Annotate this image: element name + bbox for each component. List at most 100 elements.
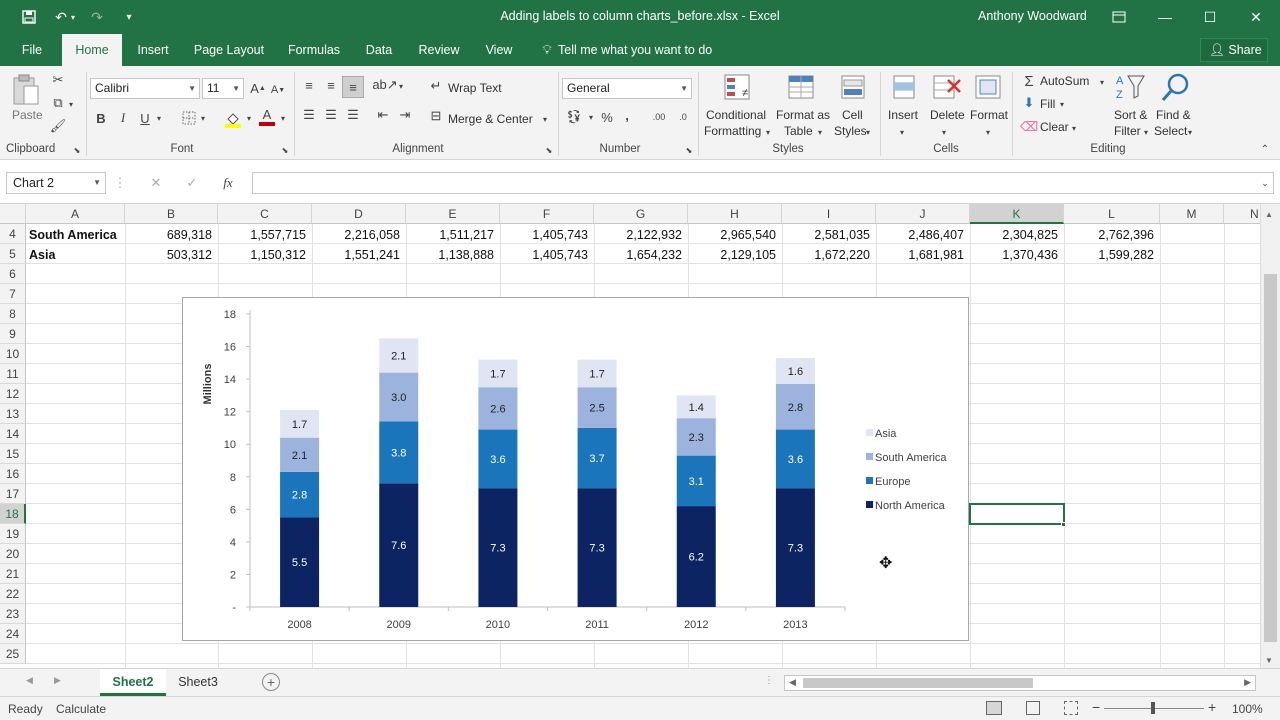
fill-down-icon[interactable]: ⬇ — [1023, 95, 1035, 110]
tab-page-layout[interactable]: Page Layout — [193, 43, 265, 57]
accounting-dropdown-icon[interactable]: ▾ — [588, 112, 593, 122]
accounting-format-icon[interactable]: 💱︎ — [565, 109, 583, 124]
row-header[interactable]: 22 — [0, 584, 26, 604]
borders-icon[interactable] — [180, 108, 198, 128]
number-launcher-icon[interactable]: ⬊ — [685, 145, 693, 155]
format-cells-icon[interactable] — [972, 72, 1004, 104]
align-center-icon[interactable]: ☰ — [325, 107, 337, 122]
active-cell[interactable] — [969, 503, 1065, 525]
zoom-level[interactable]: 100% — [1232, 702, 1263, 716]
find-select-label[interactable]: Find & — [1156, 108, 1191, 122]
cut-icon[interactable]: ✂ — [52, 72, 64, 87]
row-header[interactable]: 9 — [0, 324, 26, 344]
formula-input[interactable] — [252, 172, 1274, 194]
column-header[interactable]: J — [876, 204, 970, 224]
tab-insert[interactable]: Insert — [137, 43, 169, 57]
tab-file[interactable]: File — [21, 43, 43, 57]
fill-handle[interactable] — [1061, 522, 1066, 527]
delete-cells-icon[interactable] — [930, 72, 962, 104]
data-cell[interactable]: 2,129,105 — [720, 248, 776, 262]
cell-styles-label-2[interactable]: Styles — [834, 124, 867, 138]
select-all-corner[interactable] — [0, 204, 26, 224]
chevron-down-icon[interactable]: ▾ — [985, 127, 990, 137]
merge-center-icon[interactable]: ⊟ — [430, 108, 442, 123]
delete-cells-label[interactable]: Delete — [930, 108, 965, 122]
region-label[interactable]: South America — [29, 228, 117, 242]
insert-cells-icon[interactable] — [888, 72, 920, 104]
data-cell[interactable]: 2,122,932 — [626, 228, 682, 242]
enter-icon[interactable]: ✓ — [186, 175, 198, 190]
cancel-icon[interactable]: ✕ — [150, 175, 162, 190]
data-cell[interactable]: 2,581,035 — [814, 228, 870, 242]
decrease-decimal-icon[interactable]: .0 — [679, 112, 687, 122]
column-header[interactable]: B — [125, 204, 218, 224]
user-name[interactable]: Anthony Woodward — [978, 9, 1087, 23]
chevron-down-icon[interactable]: ▾ — [941, 127, 946, 137]
font-color-icon[interactable]: A — [258, 106, 276, 128]
data-cell[interactable]: 503,312 — [166, 248, 212, 262]
conditional-formatting-label[interactable]: Conditional — [706, 108, 767, 122]
wrap-text-button[interactable]: Wrap Text — [448, 81, 502, 95]
stacked-column-chart[interactable]: - 2 4 6 8 10 12 14 16 18 Millions 5.5 2.8 2.1 1.7 2008 7… — [182, 297, 969, 641]
chevron-down-icon[interactable]: ▾ — [1143, 127, 1148, 137]
row-header[interactable]: 19 — [0, 524, 26, 544]
paste-label[interactable]: Paste — [12, 108, 43, 122]
status-calculate[interactable]: Calculate — [56, 702, 107, 716]
underline-dropdown-icon[interactable]: ▾ — [156, 113, 161, 123]
column-header[interactable]: C — [218, 204, 312, 224]
row-header[interactable]: 5 — [0, 244, 26, 264]
conditional-formatting-label-2[interactable]: Formatting — [704, 124, 762, 138]
save-icon[interactable] — [18, 6, 40, 28]
normal-view-icon[interactable] — [986, 701, 1002, 715]
orientation-dropdown-icon[interactable]: ▾ — [398, 81, 403, 91]
prev-sheet-icon[interactable]: ◀ — [26, 675, 33, 685]
data-cell[interactable]: 1,551,241 — [344, 248, 400, 262]
chevron-down-icon[interactable]: ▾ — [899, 127, 904, 137]
font-color-dropdown-icon[interactable]: ▾ — [280, 113, 285, 123]
zoom-out-icon[interactable]: − — [1092, 699, 1101, 715]
format-as-table-label-2[interactable]: Table — [784, 124, 813, 138]
sheet-tab-sheet2[interactable]: Sheet2 — [100, 669, 166, 696]
insert-cells-label[interactable]: Insert — [888, 108, 919, 122]
tab-review[interactable]: Review — [418, 43, 460, 57]
increase-font-icon[interactable]: A ▲ — [250, 80, 266, 96]
data-cell[interactable]: 2,965,540 — [720, 228, 776, 242]
horizontal-scroll-thumb[interactable] — [803, 678, 1033, 688]
data-cell[interactable]: 2,486,407 — [908, 228, 964, 242]
row-header[interactable]: 6 — [0, 264, 26, 284]
paste-icon[interactable] — [10, 74, 42, 106]
row-header[interactable]: 25 — [0, 644, 26, 664]
scroll-right-icon[interactable]: ▶ — [1244, 677, 1251, 687]
clipboard-launcher-icon[interactable]: ⬊ — [73, 145, 81, 155]
increase-indent-icon[interactable]: ⇥ — [399, 107, 411, 122]
column-header[interactable]: I — [782, 204, 876, 224]
format-as-table-icon[interactable] — [786, 72, 818, 104]
align-bottom-icon[interactable]: ≡ — [342, 76, 364, 98]
column-header[interactable]: E — [406, 204, 500, 224]
data-cell[interactable]: 1,138,888 — [438, 248, 494, 262]
add-sheet-icon[interactable]: + — [262, 673, 280, 691]
copy-dropdown-icon[interactable]: ▾ — [68, 99, 73, 109]
horizontal-scrollbar[interactable]: ◀ ▶ — [784, 675, 1256, 691]
data-cell[interactable]: 1,150,312 — [250, 248, 306, 262]
row-header[interactable]: 12 — [0, 384, 26, 404]
percent-style-button[interactable]: % — [601, 109, 613, 125]
copy-icon[interactable]: ⧉ — [53, 95, 63, 110]
autosum-button[interactable]: AutoSum — [1040, 74, 1090, 88]
chevron-down-icon[interactable]: ▾ — [1071, 123, 1076, 133]
align-top-icon[interactable]: ≡ — [305, 77, 313, 93]
row-header[interactable]: 10 — [0, 344, 26, 364]
format-cells-label[interactable]: Format — [970, 108, 1009, 122]
align-right-icon[interactable]: ☰ — [347, 107, 359, 122]
data-cell[interactable]: 1,370,436 — [1002, 248, 1058, 262]
column-header[interactable]: A — [26, 204, 125, 224]
chevron-down-icon[interactable]: ▾ — [765, 127, 770, 137]
column-header-selected[interactable]: K — [970, 204, 1064, 224]
tab-home[interactable]: Home — [62, 34, 122, 66]
row-header[interactable]: 15 — [0, 444, 26, 464]
row-header[interactable]: 17 — [0, 484, 26, 504]
fill-color-icon[interactable] — [222, 108, 244, 130]
format-painter-icon[interactable]: 🖌︎ — [49, 118, 67, 133]
decrease-font-icon[interactable]: A ▼ — [270, 84, 286, 96]
